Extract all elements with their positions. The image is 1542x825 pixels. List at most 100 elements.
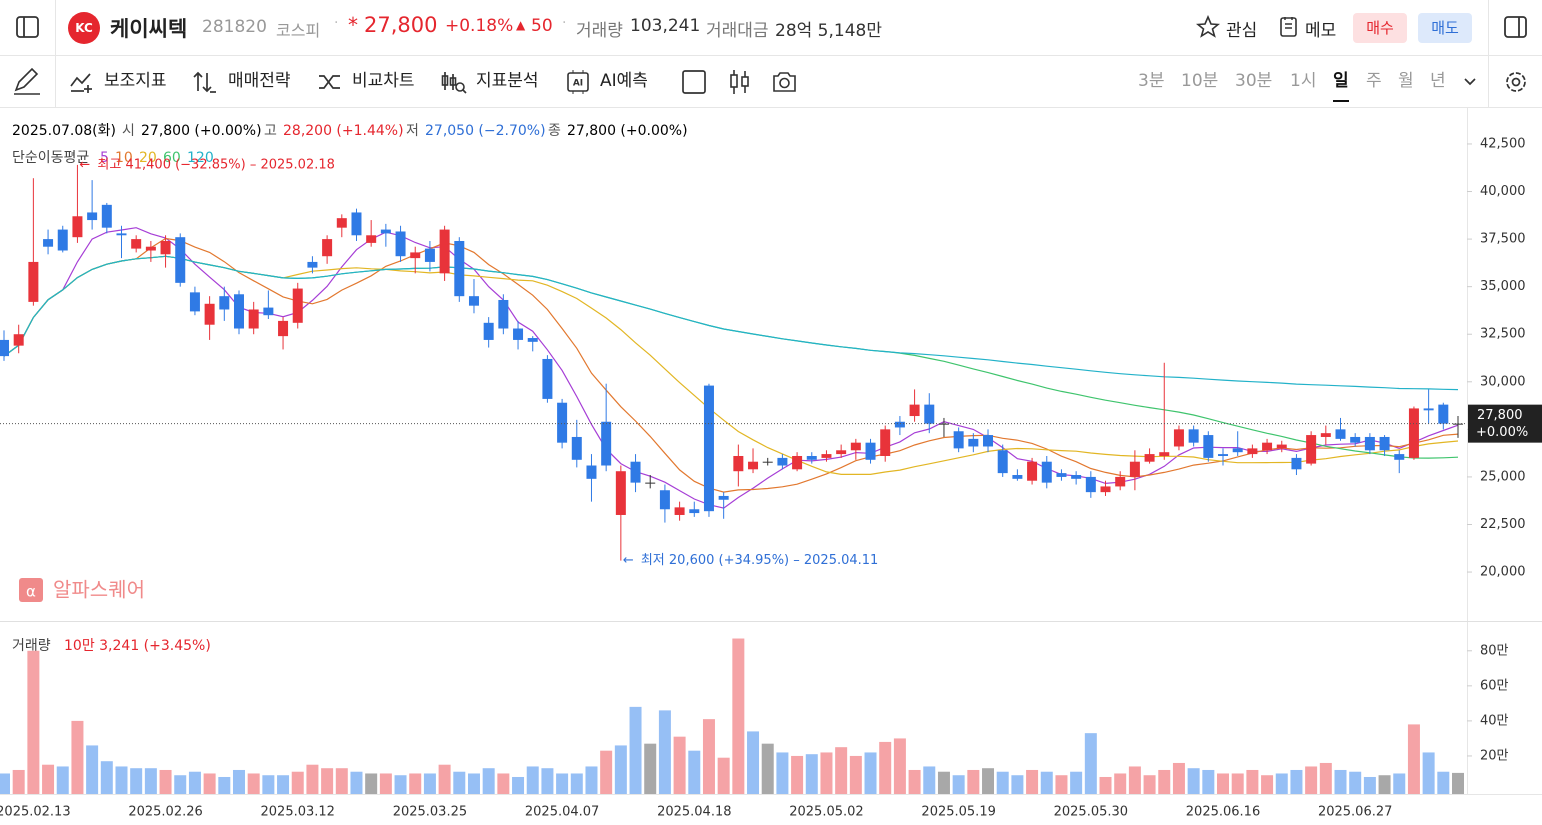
separator: · bbox=[334, 15, 339, 31]
volume-bar bbox=[879, 741, 892, 794]
volume-bar bbox=[982, 768, 995, 794]
mark: * bbox=[348, 13, 358, 37]
strategy-icon[interactable] bbox=[192, 70, 218, 94]
sell-button[interactable]: 매도 bbox=[1418, 13, 1472, 43]
watch-button[interactable]: 관심 bbox=[1226, 21, 1258, 41]
candle-body bbox=[57, 229, 68, 251]
svg-text:AI: AI bbox=[573, 79, 583, 89]
interval[interactable]: 10분 bbox=[1181, 71, 1219, 91]
interval[interactable]: 주 bbox=[1366, 71, 1382, 91]
indicator-icon[interactable] bbox=[69, 70, 95, 94]
volume-bar bbox=[688, 750, 701, 794]
candle-body bbox=[1085, 476, 1096, 493]
volume-bar bbox=[71, 720, 84, 794]
volume-bar bbox=[864, 752, 877, 794]
volume-bar bbox=[423, 773, 436, 794]
candle-body bbox=[601, 421, 612, 466]
tool-indicator[interactable]: 보조지표 bbox=[104, 71, 167, 91]
volume-bar bbox=[306, 764, 319, 794]
candle-body bbox=[968, 438, 979, 447]
x-tick-label: 2025.02.13 bbox=[0, 805, 71, 820]
candle-body bbox=[145, 246, 156, 251]
tool-compare[interactable]: 비교차트 bbox=[352, 71, 415, 91]
sidebar-toggle[interactable] bbox=[0, 0, 56, 56]
interval[interactable]: 1시 bbox=[1290, 71, 1317, 91]
tool-ai[interactable]: AI예측 bbox=[600, 71, 648, 91]
volume-bar bbox=[497, 773, 510, 794]
candle-body bbox=[410, 252, 421, 259]
settings[interactable] bbox=[1488, 56, 1542, 108]
candle-body bbox=[1364, 436, 1375, 451]
volume-bar bbox=[644, 743, 657, 794]
ma-legend-item: 5 bbox=[100, 150, 109, 166]
market: 코스피 bbox=[276, 21, 321, 40]
candle-body bbox=[806, 455, 817, 460]
ma-legend-item: 20 bbox=[139, 150, 157, 166]
star-icon[interactable] bbox=[1196, 15, 1220, 39]
interval[interactable]: 년 bbox=[1430, 71, 1446, 91]
ma-line bbox=[3, 255, 1459, 459]
y-tick-label: 32,500 bbox=[1480, 327, 1526, 342]
buy-button[interactable]: 매수 bbox=[1353, 13, 1407, 43]
candle-body bbox=[1350, 436, 1361, 443]
volume-bar bbox=[1275, 773, 1288, 794]
memo-button[interactable]: 메모 bbox=[1305, 21, 1337, 41]
interval[interactable]: 3분 bbox=[1138, 71, 1165, 91]
volume-bar bbox=[1158, 769, 1171, 794]
candle-body bbox=[924, 404, 935, 424]
candle-body bbox=[366, 235, 377, 243]
candle-body bbox=[322, 239, 333, 257]
volume-tick-label: 80만 bbox=[1480, 643, 1509, 658]
candle-body bbox=[689, 509, 700, 514]
header-bar: KC 케이씨텍 281820 코스피 · * 27,800 +0.18% ▲ 5… bbox=[0, 0, 1542, 56]
volume-bar bbox=[1099, 776, 1112, 794]
candle-body bbox=[894, 421, 905, 428]
x-tick-label: 2025.05.30 bbox=[1054, 805, 1128, 820]
analysis-icon[interactable] bbox=[440, 69, 468, 95]
volume-bar bbox=[1452, 772, 1464, 794]
volume-bar bbox=[12, 769, 25, 794]
interval[interactable]: 일 bbox=[1333, 56, 1349, 102]
volume-bar bbox=[673, 736, 686, 794]
volume-bar bbox=[115, 766, 128, 794]
volume-bar bbox=[277, 775, 290, 794]
volume-bar bbox=[262, 775, 275, 794]
volume-bar bbox=[1172, 762, 1185, 794]
tool-strategy[interactable]: 매매전략 bbox=[228, 71, 291, 91]
draw-tool[interactable] bbox=[0, 56, 56, 108]
x-tick-label: 2025.03.12 bbox=[261, 805, 335, 820]
volume-tick-label: 40만 bbox=[1480, 713, 1509, 728]
compare-icon[interactable] bbox=[317, 70, 343, 94]
candle-body bbox=[792, 455, 803, 470]
volume-bar bbox=[86, 745, 99, 794]
chart-style-icons[interactable] bbox=[670, 68, 800, 96]
ma-legend-item: 120 bbox=[187, 150, 214, 166]
volume-bar bbox=[629, 706, 642, 794]
y-tick-label: 25,000 bbox=[1480, 469, 1526, 484]
change-pct: +0.18% bbox=[445, 16, 514, 36]
candle-body bbox=[1027, 461, 1038, 481]
volume-bar bbox=[614, 745, 627, 794]
y-tick-label: 22,500 bbox=[1480, 517, 1526, 532]
candle-body bbox=[703, 385, 714, 512]
info-low-label: 저 bbox=[406, 123, 419, 139]
candle-body bbox=[278, 320, 289, 337]
panel-toggle[interactable] bbox=[1488, 0, 1542, 56]
interval[interactable]: 30분 bbox=[1235, 71, 1273, 91]
tool-analysis[interactable]: 지표분석 bbox=[476, 71, 539, 91]
candle-body bbox=[1012, 475, 1023, 479]
volume-bar bbox=[42, 764, 55, 794]
memo-icon[interactable] bbox=[1278, 15, 1300, 39]
candle-body bbox=[1247, 448, 1258, 455]
more-intervals[interactable] bbox=[1462, 74, 1478, 90]
candle-body bbox=[674, 507, 685, 515]
interval[interactable]: 월 bbox=[1398, 71, 1414, 91]
candle-body bbox=[865, 442, 876, 460]
ai-icon[interactable]: AI bbox=[564, 69, 592, 95]
candle-body bbox=[0, 339, 9, 357]
volume-bar bbox=[188, 771, 201, 794]
volume-bar bbox=[747, 731, 760, 794]
info-high: 28,200 (+1.44%) bbox=[283, 123, 404, 139]
ma-legend-item: 10 bbox=[115, 150, 133, 166]
